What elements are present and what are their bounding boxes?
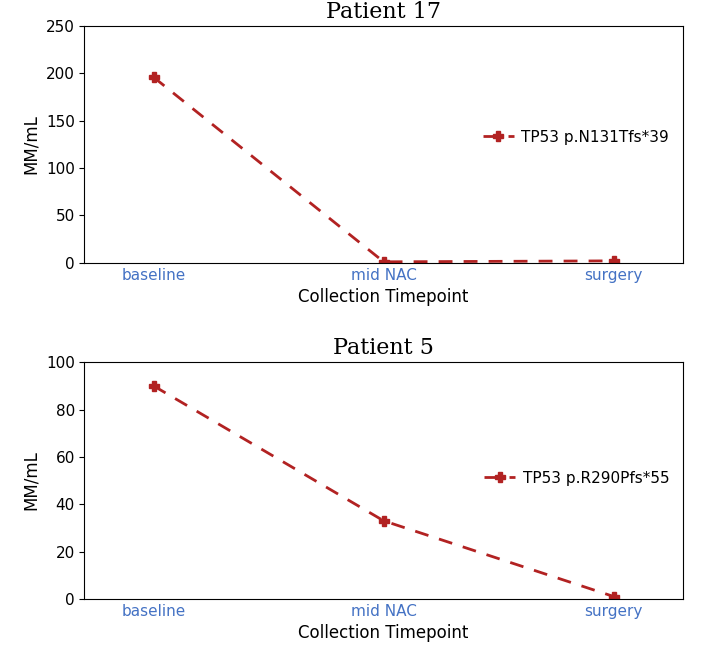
X-axis label: Collection Timepoint: Collection Timepoint	[298, 288, 469, 306]
Legend: TP53 p.N131Tfs*39: TP53 p.N131Tfs*39	[477, 124, 675, 151]
Legend: TP53 p.R290Pfs*55: TP53 p.R290Pfs*55	[478, 465, 675, 492]
Y-axis label: MM/mL: MM/mL	[23, 450, 40, 510]
Title: Patient 5: Patient 5	[333, 337, 434, 359]
Y-axis label: MM/mL: MM/mL	[23, 115, 40, 174]
X-axis label: Collection Timepoint: Collection Timepoint	[298, 624, 469, 643]
Title: Patient 17: Patient 17	[326, 1, 441, 23]
